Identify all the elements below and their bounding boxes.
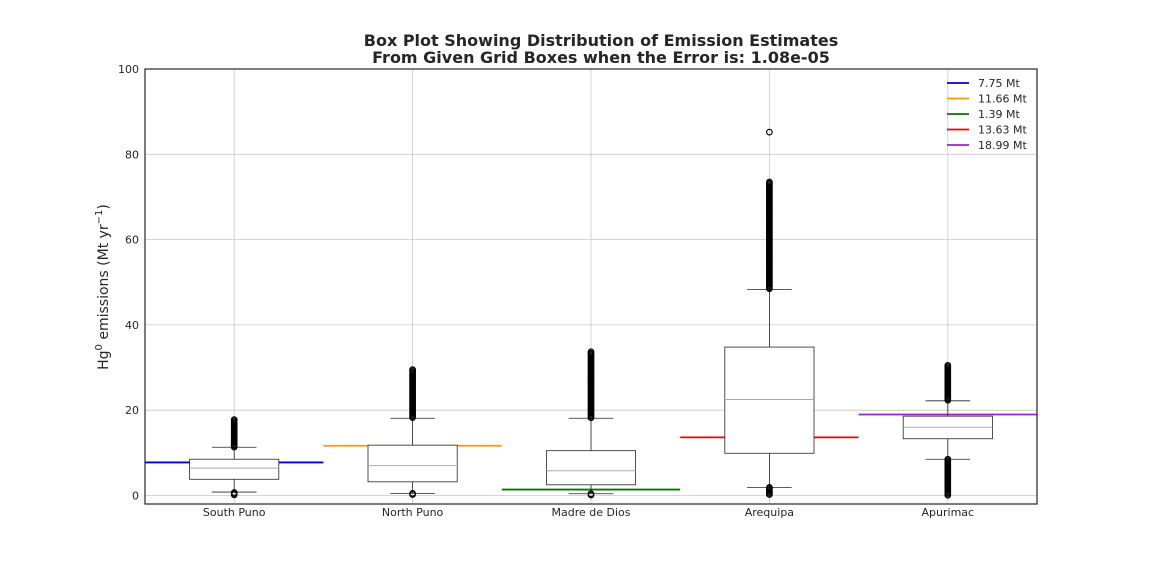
outlier-point — [766, 128, 773, 136]
x-tick-label: Arequipa — [745, 506, 794, 519]
outlier-point — [944, 396, 952, 404]
outlier-point — [409, 414, 416, 422]
outlier-point — [766, 491, 773, 498]
iqr-box — [546, 450, 637, 486]
outlier-point — [230, 443, 238, 451]
axis-ticks: 0 20 40 60 80 100 South Puno North Puno Madre de… — [118, 63, 974, 519]
x-tick-label: Madre de Dios — [552, 506, 631, 519]
box-group — [724, 128, 815, 498]
outlier-point — [587, 491, 595, 499]
outlier-point — [230, 491, 238, 499]
outlier-point — [766, 285, 773, 293]
box-group — [367, 366, 458, 498]
y-tick-label: 0 — [132, 489, 139, 502]
legend-label: 1.39 Mt — [978, 108, 1020, 121]
y-tick-label: 60 — [125, 234, 139, 247]
iqr-box — [367, 444, 458, 483]
legend: 7.75 Mt 11.66 Mt 1.39 Mt 13.63 Mt 18.99 Mt — [947, 77, 1027, 152]
x-tick-label: South Puno — [203, 506, 266, 519]
box-group — [546, 348, 637, 499]
box-group — [189, 416, 280, 499]
legend-label: 18.99 Mt — [978, 139, 1027, 152]
x-tick-label: Apurimac — [922, 506, 975, 519]
box-group — [902, 362, 993, 499]
iqr-box — [189, 458, 280, 480]
y-tick-label: 100 — [118, 63, 139, 76]
legend-label: 11.66 Mt — [978, 93, 1027, 106]
boxes — [189, 128, 993, 499]
iqr-box — [724, 346, 815, 454]
y-tick-label: 80 — [125, 148, 139, 161]
outlier-point — [944, 491, 952, 499]
y-axis-label: Hg0 emissions (Mt yr−1) — [94, 204, 112, 370]
y-tick-label: 20 — [125, 404, 139, 417]
legend-label: 13.63 Mt — [978, 124, 1027, 137]
outlier-point — [409, 491, 416, 498]
legend-label: 7.75 Mt — [978, 77, 1020, 90]
outlier-point — [587, 414, 595, 422]
x-tick-label: North Puno — [382, 506, 444, 519]
plot-frame — [144, 68, 1038, 505]
chart-title-line2: From Given Grid Boxes when the Error is:… — [372, 48, 830, 67]
chart-title-line1: Box Plot Showing Distribution of Emissio… — [364, 31, 839, 50]
y-tick-label: 40 — [125, 319, 139, 332]
